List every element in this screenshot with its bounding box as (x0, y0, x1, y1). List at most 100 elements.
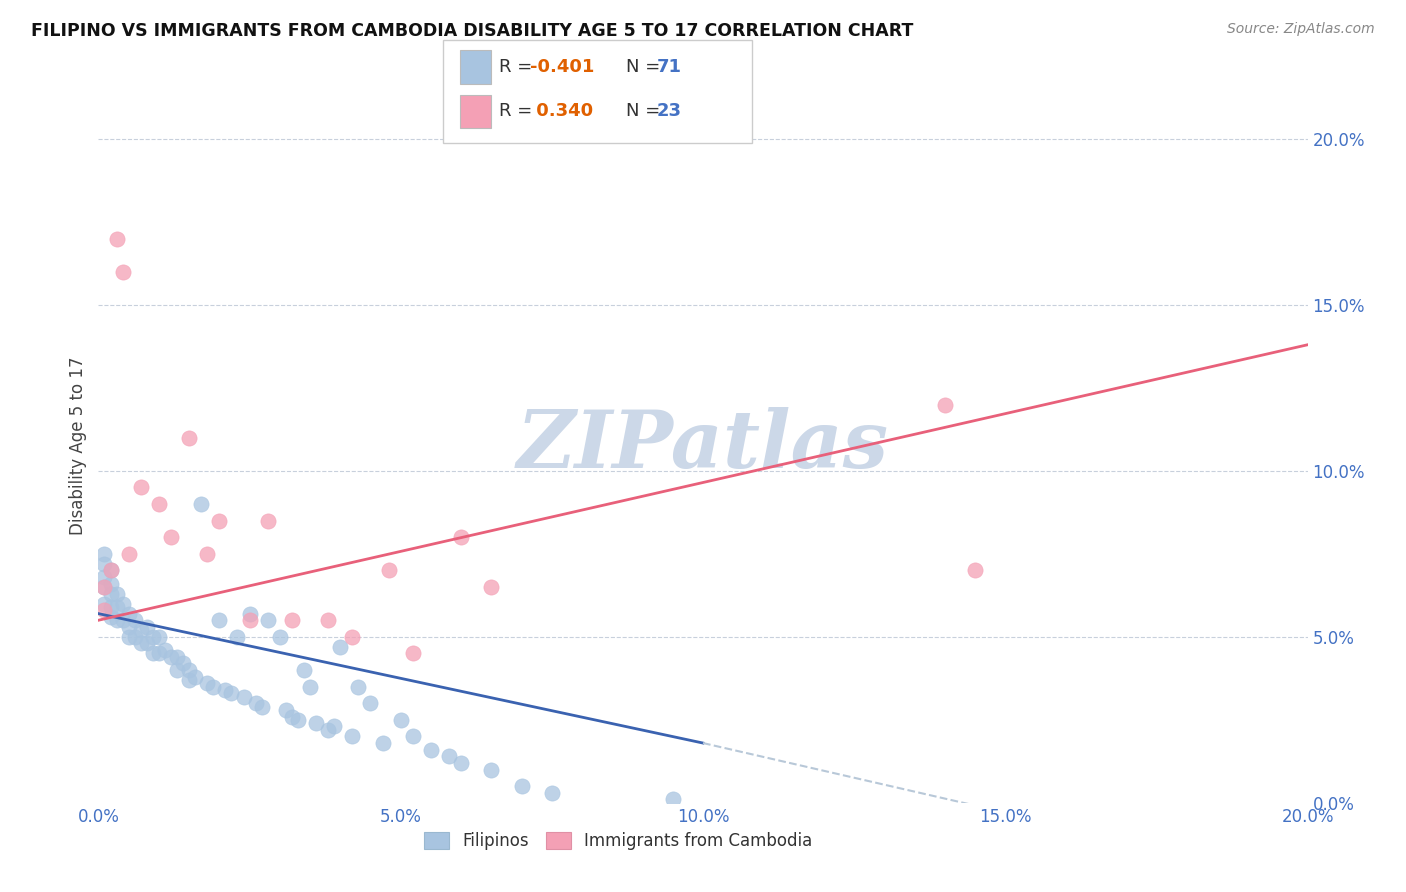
Point (135, 620, 157, 634)
Text: N =: N = (626, 103, 659, 120)
Point (965, 564, 987, 578)
Point (389, 713, 412, 727)
Point (450, 530, 472, 544)
Point (661, 792, 683, 806)
Point (256, 613, 278, 627)
Point (160, 649, 183, 664)
Point (250, 699, 273, 714)
Point (239, 607, 262, 621)
Point (93, 547, 115, 561)
Text: ZIPatlas: ZIPatlas (517, 408, 889, 484)
Text: 23: 23 (657, 103, 682, 120)
Point (166, 663, 188, 677)
Point (292, 663, 315, 677)
Point (184, 670, 207, 684)
Point (111, 265, 134, 279)
Point (166, 649, 188, 664)
Point (118, 630, 141, 644)
Point (347, 680, 370, 694)
Point (245, 696, 267, 710)
Point (360, 696, 382, 710)
Point (402, 730, 425, 744)
Point (195, 676, 218, 690)
Point (377, 564, 399, 578)
Point (93, 603, 115, 617)
Point (124, 613, 146, 627)
Point (402, 647, 425, 661)
Point (202, 680, 225, 694)
Text: Source: ZipAtlas.com: Source: ZipAtlas.com (1227, 22, 1375, 37)
Point (105, 599, 128, 614)
Point (316, 613, 339, 627)
Point (208, 514, 231, 528)
Point (160, 530, 183, 544)
Point (450, 756, 472, 770)
Point (329, 640, 352, 654)
Point (281, 709, 304, 723)
Point (342, 630, 364, 644)
Point (226, 630, 249, 644)
Point (287, 713, 309, 727)
Point (153, 643, 176, 657)
Point (190, 497, 212, 511)
Point (208, 613, 231, 627)
Legend: Filipinos, Immigrants from Cambodia: Filipinos, Immigrants from Cambodia (416, 824, 821, 859)
Point (256, 514, 278, 528)
Point (179, 663, 201, 677)
Point (179, 431, 201, 445)
Point (105, 587, 128, 601)
Point (179, 673, 201, 687)
Point (100, 599, 122, 614)
Text: 71: 71 (657, 58, 682, 76)
Text: N =: N = (626, 58, 659, 76)
Point (111, 613, 134, 627)
Point (129, 636, 152, 650)
Point (118, 620, 141, 634)
Point (118, 607, 141, 621)
Point (142, 647, 165, 661)
Point (323, 719, 346, 733)
Point (93, 570, 115, 584)
Point (214, 682, 236, 697)
Point (135, 636, 157, 650)
Point (105, 613, 128, 627)
Point (100, 576, 122, 591)
Point (100, 610, 122, 624)
Point (124, 630, 146, 644)
Point (129, 624, 152, 638)
Point (305, 716, 328, 731)
Point (148, 647, 170, 661)
Point (481, 580, 503, 594)
Text: -0.401: -0.401 (530, 58, 595, 76)
Point (540, 786, 562, 800)
Point (100, 587, 122, 601)
Text: 0.340: 0.340 (530, 103, 593, 120)
Point (148, 630, 170, 644)
Point (316, 723, 339, 737)
Point (274, 703, 297, 717)
Point (239, 613, 262, 627)
Point (93, 597, 115, 611)
Point (100, 564, 122, 578)
Text: R =: R = (499, 58, 533, 76)
Point (195, 547, 218, 561)
Point (371, 736, 394, 750)
Point (232, 690, 254, 704)
Point (148, 497, 170, 511)
Point (93, 557, 115, 571)
Text: R =: R = (499, 103, 533, 120)
Point (129, 481, 152, 495)
Point (142, 630, 165, 644)
Point (437, 749, 460, 764)
Point (342, 730, 364, 744)
Point (510, 779, 533, 793)
Point (100, 564, 122, 578)
Point (172, 657, 194, 671)
Point (118, 547, 141, 561)
Point (481, 763, 503, 777)
Point (93, 580, 115, 594)
Point (299, 680, 322, 694)
Point (111, 597, 134, 611)
Point (934, 397, 956, 411)
Point (105, 231, 128, 245)
